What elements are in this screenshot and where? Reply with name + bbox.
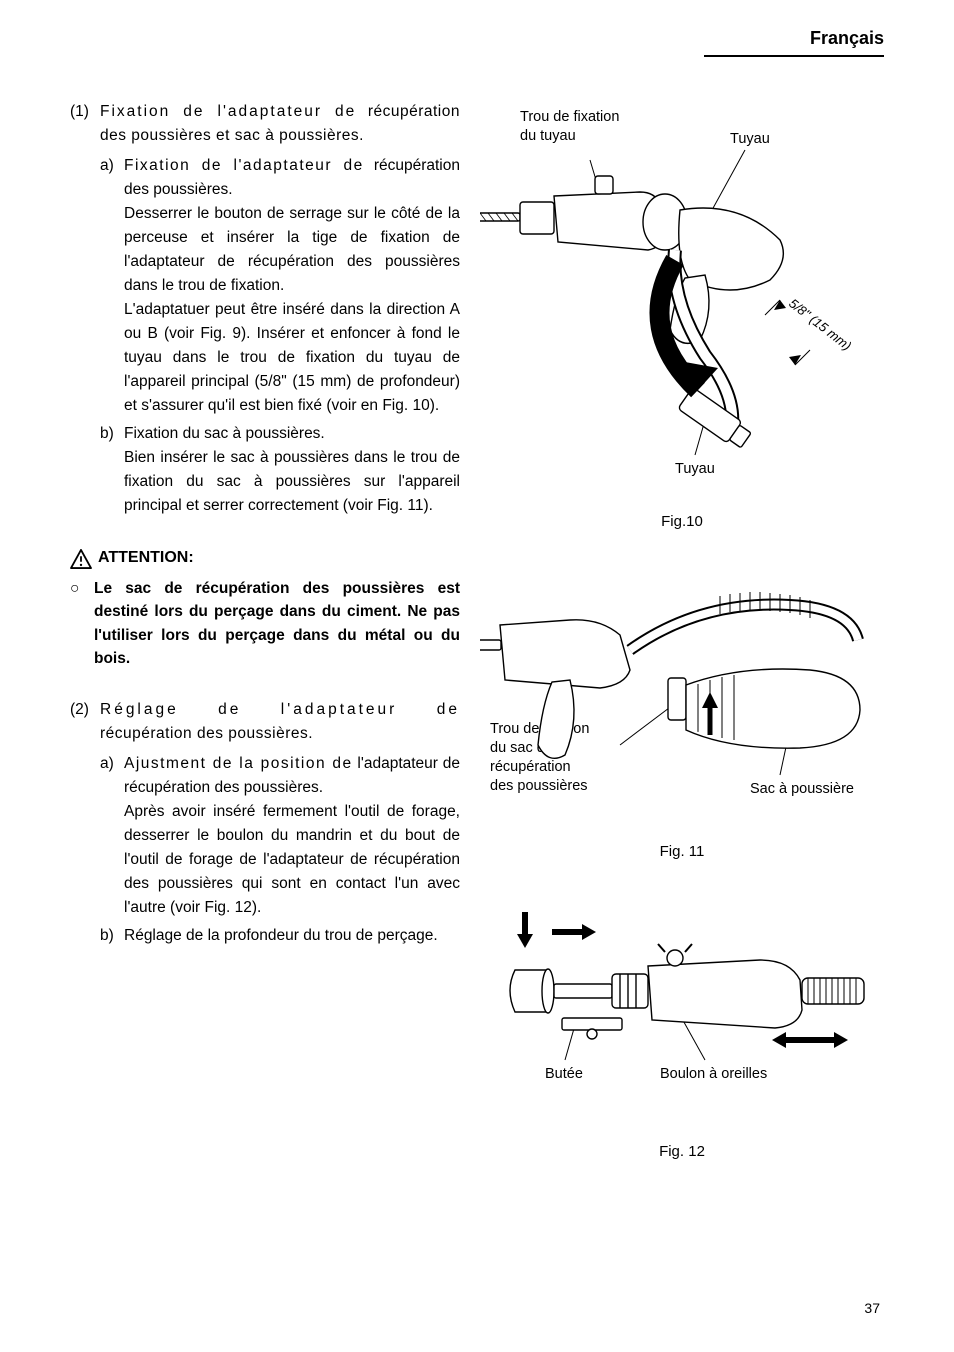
section-1a-title: Fixation de l'adaptateur de récupération… (124, 154, 460, 202)
section-2b: b) Réglage de la profondeur du trou de p… (100, 924, 460, 948)
warning-icon (70, 549, 92, 569)
fig11-caption: Fig. 11 (480, 843, 884, 860)
section-1-intro: Fixation de l'adaptateur de récupération… (100, 100, 460, 148)
section-1b-body: Fixation du sac à poussières. Bien insér… (124, 422, 460, 518)
fig12-caption: Fig. 12 (480, 1143, 884, 1160)
figure-11: Trou de fixationdu sac derécupérationdes… (480, 570, 884, 860)
svg-text:5/8" (15 mm): 5/8" (15 mm) (786, 296, 854, 354)
attention-bullet: ○ (70, 577, 94, 670)
section-2a-body: Ajustment de la position de l'adaptateur… (124, 752, 460, 920)
section-1: (1) Fixation de l'adaptateur de récupéra… (70, 100, 460, 148)
attention-item: ○ Le sac de récupération des poussières … (70, 577, 460, 670)
main-content: (1) Fixation de l'adaptateur de récupéra… (70, 100, 884, 1180)
section-2a-label: a) (100, 752, 124, 920)
section-1b-label: b) (100, 422, 124, 518)
section-2b-title: Réglage de la profondeur du trou de perç… (124, 924, 460, 948)
fig10-caption: Fig.10 (480, 513, 884, 530)
page-number: 37 (864, 1300, 880, 1316)
section-2-num: (2) (70, 698, 100, 746)
fig12-illustration (480, 900, 870, 1100)
section-1a-p2: L'adaptatuer peut être inséré dans la di… (124, 298, 460, 418)
section-2-intro: Réglage de l'adaptateur de récupération … (100, 698, 460, 746)
section-1b-p1: Bien insérer le sac à poussières dans le… (124, 446, 460, 518)
attention-heading: ATTENTION: (70, 546, 460, 571)
section-1-num: (1) (70, 100, 100, 148)
attention-block: ATTENTION: ○ Le sac de récupération des … (70, 546, 460, 670)
attention-text: Le sac de récupération des poussières es… (94, 577, 460, 670)
section-2b-label: b) (100, 924, 124, 948)
section-1b: b) Fixation du sac à poussières. Bien in… (100, 422, 460, 518)
section-2a: a) Ajustment de la position de l'adaptat… (100, 752, 460, 920)
section-2b-body: Réglage de la profondeur du trou de perç… (124, 924, 460, 948)
attention-heading-text: ATTENTION: (98, 546, 194, 571)
figure-10: Trou de fixationdu tuyau Tuyau Tuyau (480, 100, 884, 530)
section-2: (2) Réglage de l'adaptateur de récupérat… (70, 698, 460, 746)
fig10-illustration: 5/8" (15 mm) (480, 100, 870, 500)
section-2a-p1: Après avoir inséré fermement l'outil de … (124, 800, 460, 920)
section-1a: a) Fixation de l'adaptateur de récupérat… (100, 154, 460, 418)
right-column: Trou de fixationdu tuyau Tuyau Tuyau (480, 100, 884, 1180)
figure-12: Butée Boulon à oreilles (480, 900, 884, 1140)
section-2a-title: Ajustment de la position de l'adaptateur… (124, 752, 460, 800)
section-1a-label: a) (100, 154, 124, 418)
fig11-illustration (480, 570, 870, 830)
section-1a-body: Fixation de l'adaptateur de récupération… (124, 154, 460, 418)
header-language: Français (704, 28, 884, 57)
section-1a-p1: Desserrer le bouton de serrage sur le cô… (124, 202, 460, 298)
section-1b-title: Fixation du sac à poussières. (124, 422, 460, 446)
left-column: (1) Fixation de l'adaptateur de récupéra… (70, 100, 460, 1180)
